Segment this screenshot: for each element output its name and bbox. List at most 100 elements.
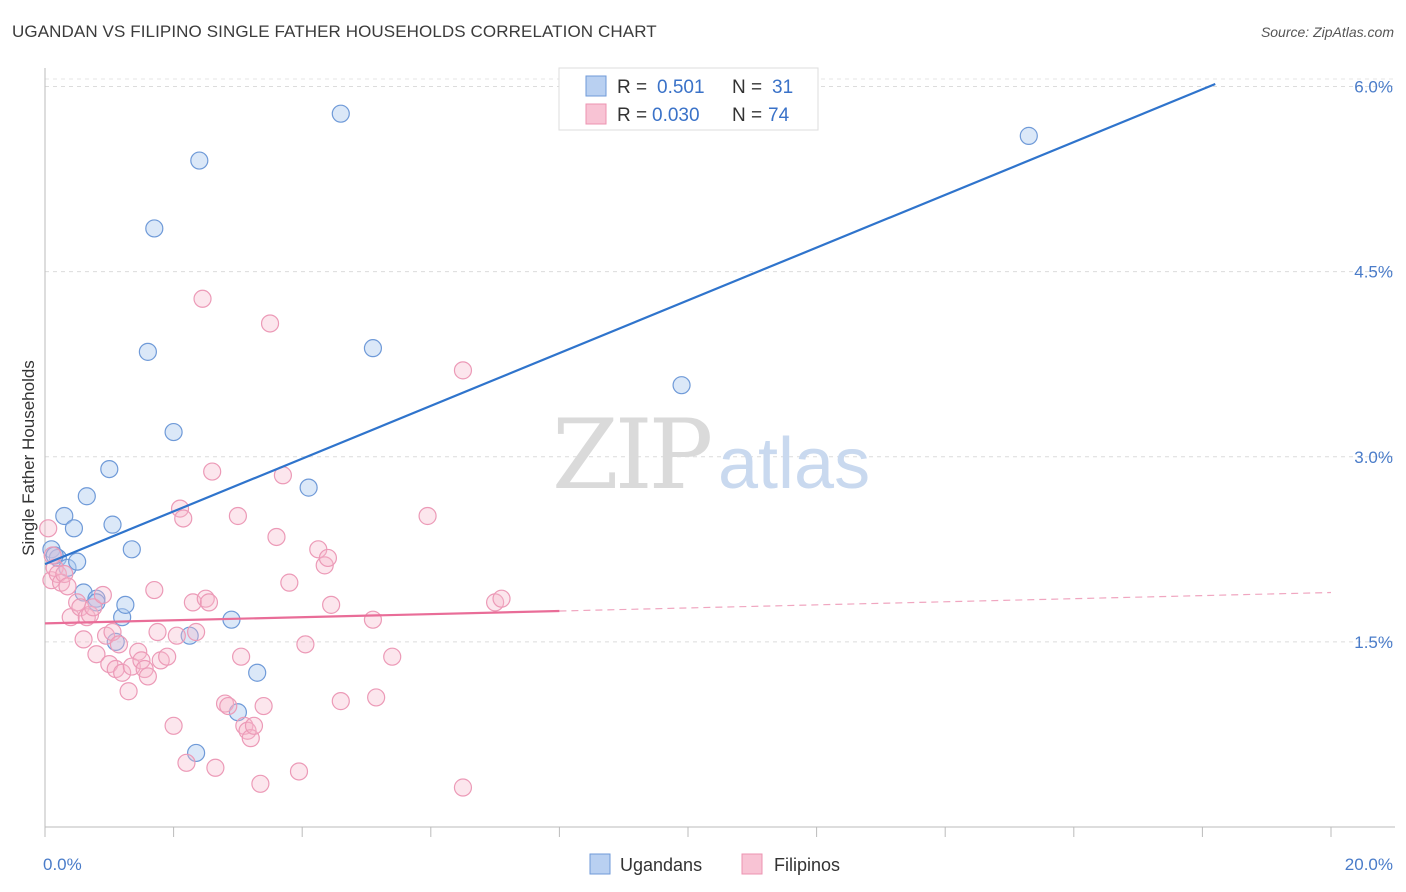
- filipino-point: [145, 580, 164, 600]
- ugandans-trend-line: [44, 83, 1216, 566]
- ugandan-point: [122, 540, 141, 559]
- filipino-point: [215, 694, 235, 713]
- y-tick-label: 1.5%: [1354, 633, 1393, 652]
- source-label: Source: ZipAtlas.com: [1260, 24, 1394, 40]
- filipino-point: [87, 645, 106, 664]
- watermark-zip: ZIP: [552, 399, 711, 511]
- filipino-point: [119, 682, 138, 701]
- legend-n-value-1: 31: [772, 77, 793, 98]
- ugandan-point: [331, 104, 350, 123]
- legend-n-label-2: N =: [732, 105, 762, 126]
- filipino-point: [453, 361, 473, 380]
- filipino-point: [193, 289, 212, 308]
- filipino-point: [84, 598, 103, 617]
- ugandan-point: [68, 552, 87, 571]
- filipino-point: [322, 595, 341, 614]
- filipino-point: [219, 696, 238, 716]
- filipino-point: [164, 716, 183, 735]
- y-tick-label: 4.5%: [1354, 263, 1393, 282]
- legend-r-label-2: R =: [617, 105, 647, 126]
- filipino-point: [148, 622, 167, 642]
- ugandans-points: [42, 104, 1038, 763]
- filipino-point: [174, 509, 193, 528]
- filipino-point: [453, 778, 473, 797]
- filipino-point: [177, 753, 196, 772]
- bottom-legend-ugandans: Ugandans: [620, 855, 702, 875]
- ugandan-point: [116, 595, 135, 614]
- filipino-point: [267, 527, 286, 547]
- filipino-point: [167, 626, 186, 645]
- ugandan-point: [672, 376, 691, 395]
- chart-title: UGANDAN VS FILIPINO SINGLE FATHER HOUSEH…: [12, 22, 657, 41]
- filipinos-trend-line: [44, 609, 560, 625]
- ugandan-point: [187, 743, 206, 763]
- filipino-point: [254, 696, 273, 716]
- filipino-point: [492, 589, 511, 608]
- ugandan-point: [77, 487, 96, 506]
- ugandan-point: [1019, 126, 1038, 145]
- ugandan-point: [164, 422, 183, 442]
- legend: R = 0.501 N = 31 R = 0.030 N = 74: [558, 67, 819, 131]
- filipino-point: [363, 610, 383, 629]
- ugandan-point: [103, 515, 122, 534]
- y-tick-label: 3.0%: [1354, 448, 1393, 467]
- filipino-point: [93, 585, 112, 605]
- ugandan-point: [106, 632, 125, 651]
- filipino-point: [367, 688, 386, 707]
- filipino-point: [158, 647, 177, 666]
- filipino-point: [109, 635, 129, 654]
- filipinos-trend-extension: [559, 591, 1332, 612]
- filipino-point: [58, 577, 77, 596]
- filipino-point: [228, 506, 247, 526]
- filipino-point: [418, 506, 437, 526]
- x-tick-label: 20.0%: [1345, 855, 1393, 874]
- filipino-point: [232, 647, 251, 666]
- ugandan-point: [100, 459, 119, 479]
- legend-r-value-2: 0.030: [652, 105, 700, 126]
- bottom-legend: Ugandans Filipinos: [589, 853, 840, 875]
- bottom-legend-swatch-filipinos: [741, 853, 763, 875]
- filipino-point: [296, 635, 315, 654]
- ugandan-point: [363, 339, 383, 358]
- filipino-point: [71, 598, 90, 617]
- legend-swatch-ugandans: [585, 75, 607, 97]
- watermark-atlas: atlas: [718, 424, 870, 504]
- filipino-point: [187, 622, 206, 642]
- y-tick-labels: 1.5% 3.0% 4.5% 6.0%: [1354, 78, 1393, 652]
- filipino-point: [199, 593, 219, 612]
- filipino-point: [331, 692, 350, 711]
- bottom-legend-filipinos: Filipinos: [774, 855, 840, 875]
- ugandan-point: [138, 342, 157, 361]
- y-axis-label: Single Father Households: [19, 360, 38, 556]
- filipino-point: [74, 630, 93, 649]
- filipino-point: [318, 548, 338, 568]
- filipino-point: [251, 774, 270, 793]
- ugandan-point: [145, 219, 164, 238]
- filipino-point: [203, 462, 222, 481]
- filipino-point: [280, 573, 299, 592]
- bottom-legend-swatch-ugandans: [589, 853, 611, 875]
- legend-r-value-1: 0.501: [657, 77, 705, 98]
- ugandan-point: [64, 519, 84, 538]
- ugandan-point: [248, 663, 267, 682]
- legend-swatch-filipinos: [585, 103, 607, 125]
- ugandan-point: [299, 478, 318, 497]
- trend-lines: [44, 83, 1332, 625]
- filipino-point: [113, 663, 132, 682]
- gridlines: [45, 78, 1395, 643]
- legend-n-label-1: N =: [732, 77, 762, 98]
- filipino-point: [383, 647, 402, 666]
- x-tick-label: 0.0%: [43, 855, 82, 874]
- axes: [44, 68, 1395, 837]
- legend-r-label-1: R =: [617, 77, 647, 98]
- ugandan-point: [55, 506, 74, 526]
- x-tick-labels: 0.0% 20.0%: [43, 855, 1393, 874]
- filipinos-points: [39, 289, 511, 797]
- filipino-point: [260, 314, 280, 333]
- filipino-point: [206, 758, 225, 777]
- legend-n-value-2: 74: [768, 105, 790, 126]
- watermark: ZIP atlas: [552, 399, 870, 511]
- filipino-point: [289, 762, 309, 781]
- filipino-point: [244, 716, 264, 735]
